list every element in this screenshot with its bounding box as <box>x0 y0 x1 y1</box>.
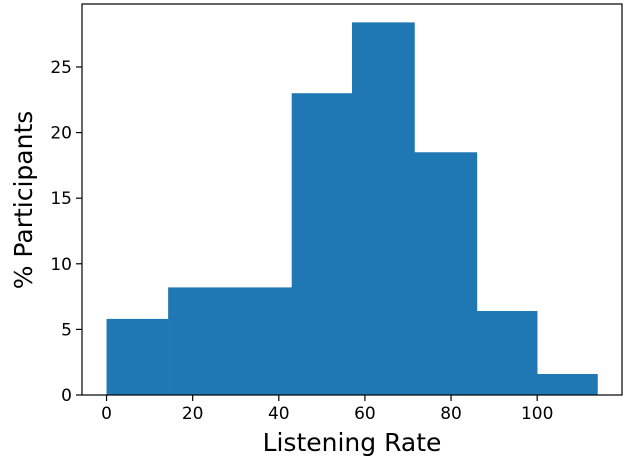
histogram-bar-5 <box>476 311 538 395</box>
y-tick-label: 25 <box>50 58 72 78</box>
x-tick-label: 100 <box>521 404 553 424</box>
histogram-bar-1 <box>168 287 293 395</box>
x-tick-label: 60 <box>354 404 376 424</box>
x-tick-label: 0 <box>101 404 112 424</box>
x-tick-label: 80 <box>440 404 462 424</box>
y-tick-label: 20 <box>50 124 72 144</box>
y-tick-label: 10 <box>50 255 72 275</box>
histogram-bar-6 <box>537 374 598 395</box>
x-tick-label: 20 <box>182 404 204 424</box>
y-tick-label: 5 <box>61 320 72 340</box>
plot-frame <box>81 3 623 396</box>
x-axis-label: Listening Rate <box>263 428 442 457</box>
bars-group <box>106 22 598 396</box>
y-tick-label: 0 <box>61 386 72 406</box>
y-axis: 0 5 10 15 20 25 <box>50 58 82 406</box>
y-tick-label: 15 <box>50 189 72 209</box>
histogram-bar-0 <box>106 318 169 395</box>
x-axis: 0 20 40 60 80 100 <box>101 395 553 424</box>
histogram-bar-4 <box>414 152 478 395</box>
histogram-bar-2 <box>291 93 353 396</box>
y-axis-label: % Participants <box>9 111 38 290</box>
x-tick-label: 40 <box>268 404 290 424</box>
histogram-bar-3 <box>352 22 415 395</box>
